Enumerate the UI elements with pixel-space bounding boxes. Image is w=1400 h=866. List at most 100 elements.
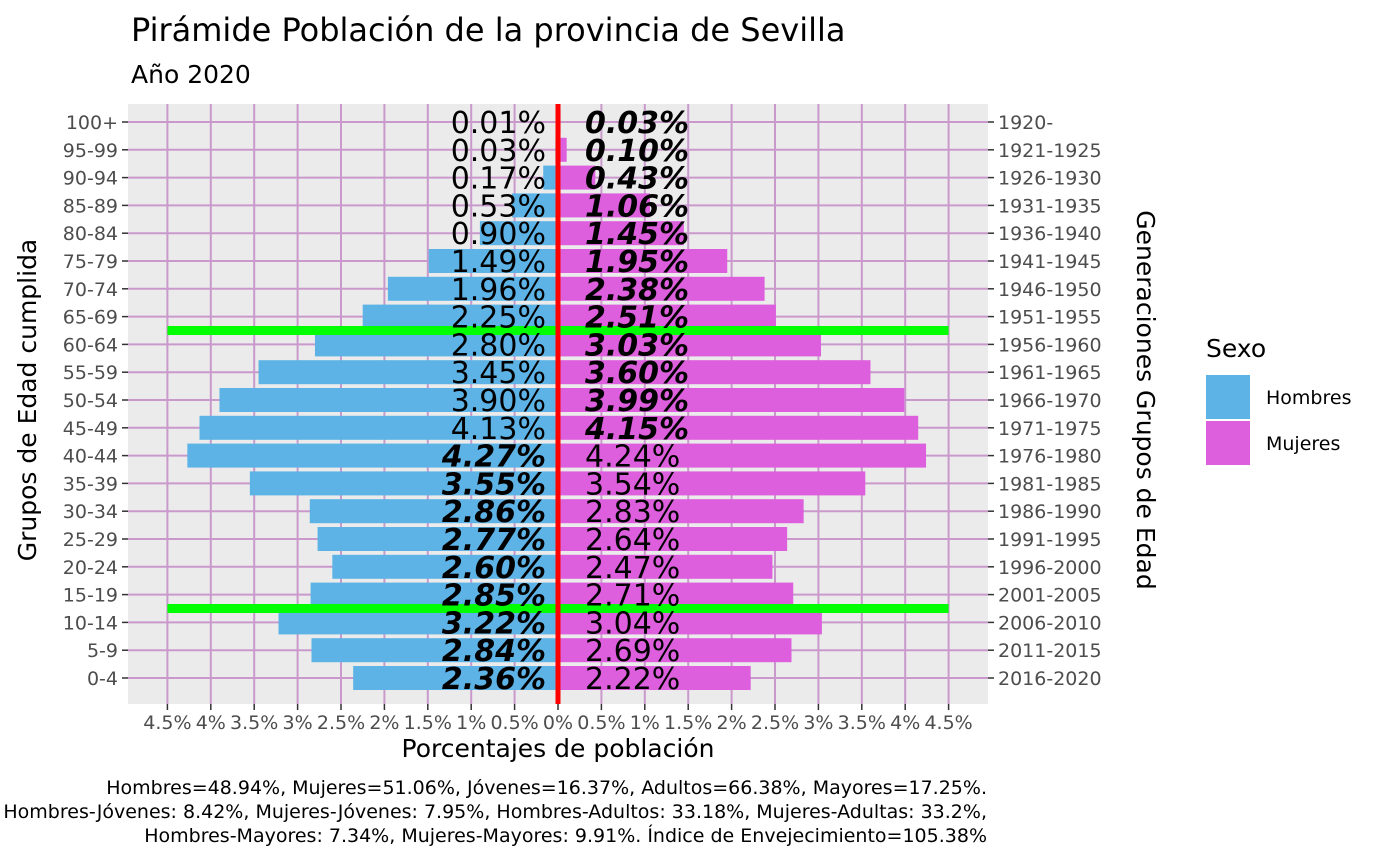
x-tick-label-9: 0% bbox=[543, 712, 573, 734]
x-tick-label-14: 2.5% bbox=[751, 712, 799, 734]
legend-title: Sexo bbox=[1206, 334, 1266, 363]
label-hombres-75-79: 1.49% bbox=[451, 245, 546, 280]
bar-mujeres-5-9 bbox=[558, 638, 792, 663]
bar-hombres-10-14 bbox=[278, 610, 558, 635]
x-tick-label-17: 4% bbox=[890, 712, 920, 734]
label-hombres-90-94: 0.17% bbox=[451, 162, 546, 197]
label-mujeres-60-64: 3.03% bbox=[585, 328, 689, 363]
x-tick-label-10: 0.5% bbox=[577, 712, 625, 734]
bar-hombres-85-89 bbox=[511, 193, 558, 218]
y2-tick-label-1920-: 1920- bbox=[998, 112, 1053, 134]
legend-label-mujeres: Mujeres bbox=[1266, 433, 1340, 455]
bar-hombres-30-34 bbox=[309, 499, 558, 524]
label-mujeres-50-54: 3.99% bbox=[585, 384, 689, 419]
bar-hombres-55-59 bbox=[258, 360, 558, 385]
x-tick-label-13: 2% bbox=[717, 712, 747, 734]
bar-mujeres-95-99 bbox=[558, 137, 567, 162]
y-tick-label-20-24: 20-24 bbox=[63, 557, 118, 579]
y-axis-left-ticks: 0-4 5-9 10-14 15-19 20-24 25-29 30-34 35-39 40-4… bbox=[63, 112, 128, 690]
label-mujeres-20-24: 2.47% bbox=[585, 551, 680, 586]
x-tick-label-0: 4.5% bbox=[143, 712, 191, 734]
label-mujeres-0-4: 2.22% bbox=[585, 662, 680, 697]
y-tick-label-65-69: 65-69 bbox=[63, 307, 118, 329]
x-tick-label-6: 1.5% bbox=[404, 712, 452, 734]
y-axis-secondary-title: Generaciones Grupos de Edad bbox=[1131, 210, 1160, 589]
bar-hombres-80-84 bbox=[479, 221, 558, 246]
label-mujeres-5-9: 2.69% bbox=[585, 634, 680, 669]
x-axis-ticks: 4.5% 4% 3.5% 3% 2.5% 2% 1.5% 1% 0.5% 0% 0.5% 1% 1.5%… bbox=[143, 704, 973, 734]
caption-line-1: Hombres=48.94%, Mujeres=51.06%, Jóvenes=… bbox=[106, 777, 987, 799]
bar-hombres-0-4 bbox=[353, 666, 558, 690]
label-mujeres-25-29: 2.64% bbox=[585, 523, 680, 558]
caption-line-2: Hombres-Jóvenes: 8.42%, Mujeres-Jóvenes:… bbox=[3, 801, 987, 823]
y-tick-label-45-49: 45-49 bbox=[63, 418, 118, 440]
bar-mujeres-50-54 bbox=[558, 388, 905, 412]
x-tick-label-3: 3% bbox=[283, 712, 313, 734]
y-tick-label-100+: 100+ bbox=[66, 112, 118, 134]
y2-tick-label-1991-1995: 1991-1995 bbox=[998, 529, 1102, 551]
label-hombres-15-19: 2.85% bbox=[442, 579, 546, 614]
bar-mujeres-20-24 bbox=[558, 554, 773, 579]
bar-mujeres-0-4 bbox=[558, 666, 751, 690]
caption-line-3: Hombres-Mayores: 7.34%, Mujeres-Mayores:… bbox=[144, 824, 987, 847]
label-mujeres-15-19: 2.71% bbox=[585, 579, 680, 614]
y-tick-label-40-44: 40-44 bbox=[63, 446, 118, 468]
y-tick-label-70-74: 70-74 bbox=[63, 279, 118, 301]
label-hombres-10-14: 3.22% bbox=[442, 606, 546, 641]
bar-hombres-5-9 bbox=[311, 638, 558, 663]
y2-tick-label-1996-2000: 1996-2000 bbox=[998, 557, 1102, 579]
y-tick-label-90-94: 90-94 bbox=[63, 168, 118, 190]
y-tick-label-50-54: 50-54 bbox=[63, 390, 118, 412]
legend-swatch-mujeres bbox=[1206, 421, 1250, 465]
x-tick-label-16: 3.5% bbox=[838, 712, 886, 734]
bar-hombres-20-24 bbox=[332, 554, 558, 579]
y2-tick-label-1966-1970: 1966-1970 bbox=[998, 390, 1102, 412]
legend: Sexo Hombres Mujeres bbox=[1206, 334, 1351, 465]
label-hombres-55-59: 3.45% bbox=[451, 356, 546, 391]
chart-subtitle: Año 2020 bbox=[131, 60, 251, 89]
y-tick-label-75-79: 75-79 bbox=[63, 251, 118, 273]
label-hombres-35-39: 3.55% bbox=[442, 467, 546, 502]
y2-tick-label-1951-1955: 1951-1955 bbox=[998, 307, 1102, 329]
bar-hombres-60-64 bbox=[314, 332, 558, 357]
x-tick-label-11: 1% bbox=[630, 712, 660, 734]
y-tick-label-95-99: 95-99 bbox=[63, 140, 118, 162]
label-mujeres-30-34: 2.83% bbox=[585, 495, 680, 530]
y-tick-label-60-64: 60-64 bbox=[63, 334, 118, 356]
x-tick-label-2: 3.5% bbox=[230, 712, 278, 734]
bar-mujeres-55-59 bbox=[558, 360, 871, 385]
y2-tick-label-1971-1975: 1971-1975 bbox=[998, 418, 1102, 440]
y-tick-label-85-89: 85-89 bbox=[63, 195, 118, 217]
y2-tick-label-1976-1980: 1976-1980 bbox=[998, 446, 1102, 468]
y-tick-label-25-29: 25-29 bbox=[63, 529, 118, 551]
y2-tick-label-1941-1945: 1941-1945 bbox=[998, 251, 1102, 273]
reference-lines bbox=[167, 104, 949, 704]
label-hombres-40-44: 4.27% bbox=[441, 440, 546, 475]
y2-tick-label-1921-1925: 1921-1925 bbox=[998, 140, 1102, 162]
x-tick-label-8: 0.5% bbox=[490, 712, 538, 734]
y2-tick-label-1946-1950: 1946-1950 bbox=[998, 279, 1102, 301]
x-tick-label-1: 4% bbox=[196, 712, 226, 734]
y-tick-label-80-84: 80-84 bbox=[63, 223, 118, 245]
y2-tick-label-1981-1985: 1981-1985 bbox=[998, 473, 1102, 495]
bar-mujeres-25-29 bbox=[558, 527, 788, 551]
bar-mujeres-75-79 bbox=[558, 249, 728, 273]
label-mujeres-40-44: 4.24% bbox=[585, 440, 680, 475]
label-mujeres-10-14: 3.04% bbox=[585, 606, 680, 641]
y-tick-label-5-9: 5-9 bbox=[87, 640, 118, 662]
bar-mujeres-30-34 bbox=[558, 499, 804, 524]
bar-hombres-35-39 bbox=[249, 471, 559, 496]
label-hombres-60-64: 2.80% bbox=[451, 328, 546, 363]
label-hombres-5-9: 2.84% bbox=[442, 634, 546, 669]
label-hombres-70-74: 1.96% bbox=[451, 273, 546, 308]
y2-tick-label-1961-1965: 1961-1965 bbox=[998, 362, 1102, 384]
x-axis-title: Porcentajes de población bbox=[402, 734, 715, 763]
label-hombres-25-29: 2.77% bbox=[442, 523, 546, 558]
bar-mujeres-80-84 bbox=[558, 221, 684, 246]
bar-hombres-70-74 bbox=[387, 276, 558, 301]
bar-hombres-50-54 bbox=[219, 388, 559, 412]
y2-tick-label-2006-2010: 2006-2010 bbox=[998, 612, 1102, 634]
bar-mujeres-60-64 bbox=[558, 332, 822, 357]
label-hombres-80-84: 0.90% bbox=[451, 217, 546, 252]
